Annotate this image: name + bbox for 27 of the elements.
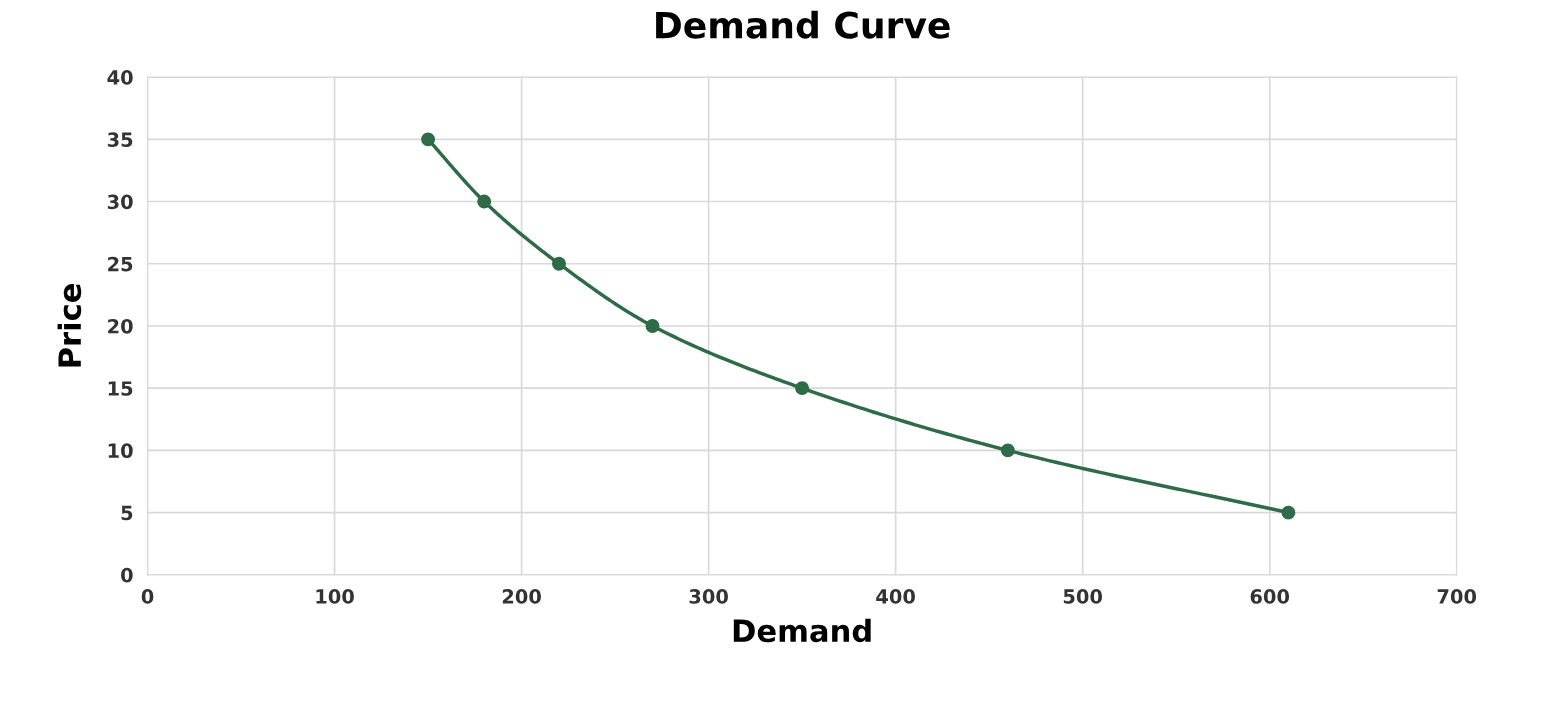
x-axis-title: Demand [733, 618, 871, 643]
point [1000, 443, 1015, 458]
y-tick-label: 20 [108, 318, 133, 334]
point [1281, 505, 1296, 520]
y-tick-label: 30 [107, 194, 133, 210]
point [421, 132, 436, 147]
x-tick-label: 300 [689, 589, 728, 604]
x-tick-label: 700 [1437, 589, 1477, 604]
point [552, 256, 566, 271]
y-tick-label: 25 [108, 256, 133, 272]
x-tick-label: 400 [876, 589, 915, 604]
point [795, 381, 810, 396]
y-axis-title: Price [57, 284, 82, 367]
x-tick-label: 200 [502, 589, 541, 604]
point [645, 319, 660, 333]
chart-title: Demand Curve [656, 10, 950, 39]
point [477, 194, 492, 209]
y-tick-label: 35 [107, 132, 133, 147]
y-tick-label: 40 [107, 70, 133, 85]
x-tick-label: 600 [1250, 589, 1290, 604]
x-tick-label: 0 [141, 589, 154, 604]
y-tick-label: 15 [108, 381, 133, 396]
x-tick-label: 100 [316, 589, 354, 604]
y-tick-label: 0 [121, 567, 133, 583]
y-tick-label: 5 [121, 505, 133, 521]
x-tick-label: 500 [1063, 589, 1103, 604]
y-tick-label: 10 [108, 443, 133, 459]
